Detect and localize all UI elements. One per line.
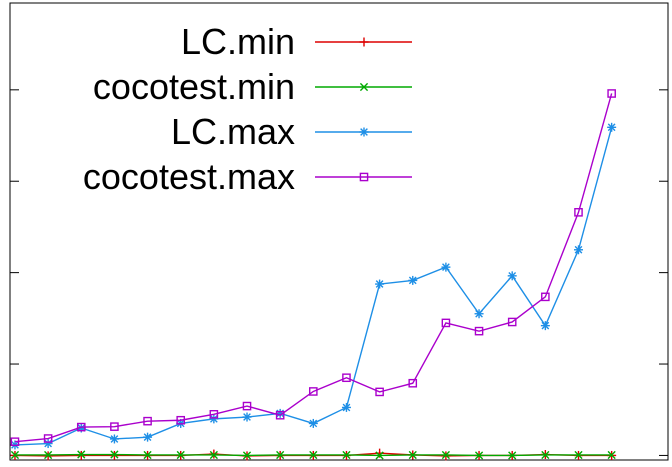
point-cocotest-min-10 <box>309 450 318 460</box>
plot-frame <box>9 2 669 461</box>
point-lc-max-19 <box>607 122 617 132</box>
point-lc-max-8 <box>242 412 252 422</box>
y-ticks <box>10 89 668 456</box>
point-cocotest-min-7 <box>209 450 218 460</box>
point-cocotest-max-5 <box>143 416 152 426</box>
point-lc-max-16 <box>507 271 517 281</box>
point-cocotest-min-1 <box>10 450 20 460</box>
point-cocotest-max-2 <box>43 434 53 443</box>
point-cocotest-max-9 <box>275 410 285 420</box>
point-cocotest-max-16 <box>507 317 517 327</box>
point-cocotest-max-3 <box>76 422 86 432</box>
point-cocotest-max-7 <box>209 410 219 419</box>
point-lc-max-18 <box>573 245 583 255</box>
point-cocotest-min-17 <box>541 450 550 460</box>
point-cocotest-max-6 <box>176 415 186 425</box>
point-cocotest-min-9 <box>276 450 285 460</box>
legend-marker-cocotest-min <box>359 82 369 92</box>
point-cocotest-max-18 <box>574 208 583 217</box>
legend-marker-cocotest-max <box>359 172 369 182</box>
point-cocotest-max-13 <box>408 378 418 388</box>
point-cocotest-max-8 <box>242 401 252 411</box>
point-lc-max-2 <box>43 439 53 449</box>
legend-label-cocotest-min: cocotest.min <box>93 66 295 107</box>
point-lc-max-13 <box>408 275 418 285</box>
point-cocotest-max-17 <box>541 292 550 302</box>
point-cocotest-max-12 <box>375 387 384 397</box>
point-lc-max-5 <box>143 432 153 442</box>
point-cocotest-max-10 <box>309 387 318 396</box>
point-cocotest-min-8 <box>242 451 252 460</box>
point-lc-max-7 <box>209 414 219 424</box>
series-lines <box>10 89 617 461</box>
point-cocotest-min-11 <box>342 450 351 460</box>
legend-marker-lc-max <box>359 127 369 137</box>
point-cocotest-max-15 <box>474 326 484 336</box>
point-cocotest-min-3 <box>77 450 86 459</box>
point-lc-max-11 <box>341 402 351 412</box>
point-cocotest-min-5 <box>143 450 152 460</box>
point-cocotest-min-14 <box>441 450 450 460</box>
point-cocotest-min-12 <box>375 451 384 460</box>
point-cocotest-max-4 <box>110 422 119 431</box>
point-lc-max-10 <box>308 418 318 428</box>
point-cocotest-max-11 <box>342 373 351 383</box>
point-cocotest-min-13 <box>408 450 417 460</box>
point-lc-max-4 <box>109 434 119 444</box>
point-lc-max-14 <box>441 262 451 272</box>
point-cocotest-max-14 <box>441 318 451 328</box>
legend-label-cocotest-max: cocotest.max <box>83 156 295 197</box>
point-cocotest-min-4 <box>110 450 119 459</box>
point-cocotest-min-6 <box>176 450 185 460</box>
point-cocotest-min-19 <box>607 450 616 460</box>
point-cocotest-min-15 <box>474 451 484 460</box>
point-cocotest-max-19 <box>607 89 616 98</box>
series-line-cocotest-max <box>14 93 613 443</box>
point-cocotest-max-1 <box>10 437 20 447</box>
point-cocotest-min-16 <box>508 451 517 460</box>
legend-marker-lc-min <box>359 37 369 47</box>
point-lc-max-12 <box>375 279 385 289</box>
point-cocotest-min-2 <box>44 450 53 460</box>
legend-label-lc-min: LC.min <box>181 21 295 62</box>
point-lc-max-17 <box>540 321 550 331</box>
legend-label-lc-max: LC.max <box>171 111 295 152</box>
point-cocotest-min-18 <box>574 450 583 460</box>
point-lc-max-15 <box>474 309 484 319</box>
